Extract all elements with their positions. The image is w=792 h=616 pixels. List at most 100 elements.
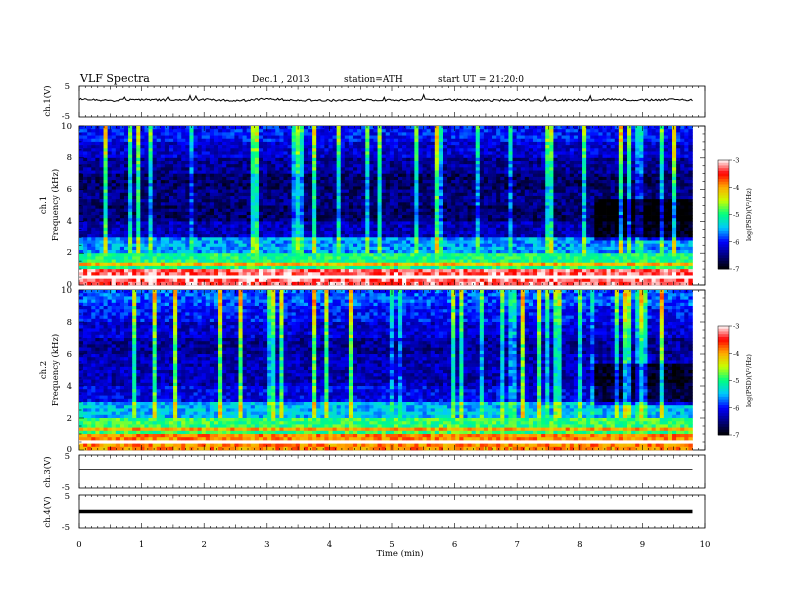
spectrogram-cell bbox=[389, 141, 395, 146]
spectrogram-cell bbox=[357, 192, 362, 197]
spectrogram-cell bbox=[385, 281, 391, 286]
spectrogram-cell bbox=[475, 211, 481, 216]
spectrogram-cell bbox=[369, 148, 374, 152]
spectrogram-cell bbox=[160, 269, 166, 273]
spectrogram-cell bbox=[189, 138, 194, 143]
spectrogram-cell bbox=[402, 180, 407, 184]
spectrogram-cell bbox=[479, 135, 485, 140]
spectrogram-cell bbox=[173, 126, 178, 130]
spectrogram-cell bbox=[438, 256, 444, 260]
spectrogram-cell bbox=[91, 211, 96, 216]
spectrogram-cell bbox=[160, 246, 166, 251]
spectrogram-cell bbox=[275, 218, 280, 222]
spectrogram-cell bbox=[455, 157, 460, 162]
spectrogram-cell bbox=[332, 186, 338, 190]
spectrogram-cell bbox=[324, 141, 329, 146]
spectrogram-cell bbox=[377, 275, 382, 279]
spectrogram-cell bbox=[258, 250, 264, 254]
spectrogram-cell bbox=[222, 250, 227, 254]
spectrogram-cell bbox=[385, 189, 391, 194]
spectrogram-cell bbox=[332, 138, 338, 143]
spectrogram-cell bbox=[434, 240, 440, 245]
spectrogram-cell bbox=[381, 160, 387, 165]
spectrogram-cell bbox=[242, 205, 248, 210]
spectrogram-cell bbox=[140, 192, 145, 197]
spectrogram-cell bbox=[369, 253, 374, 257]
spectrogram-cell bbox=[87, 234, 92, 238]
spectrogram-cell bbox=[475, 129, 481, 133]
spectrogram-cell bbox=[320, 262, 325, 267]
spectrogram-cell bbox=[123, 192, 129, 197]
spectrogram-cell bbox=[136, 138, 141, 143]
spectrogram-cell bbox=[414, 246, 419, 251]
spectrogram-cell bbox=[79, 192, 84, 197]
spectrogram-cell bbox=[479, 208, 485, 213]
spectrogram-cell bbox=[373, 199, 378, 203]
spectrogram-cell bbox=[483, 218, 489, 222]
spectrogram-cell bbox=[385, 154, 391, 159]
spectrogram-cell bbox=[377, 157, 382, 162]
spectrogram-cell bbox=[459, 265, 464, 270]
spectrogram-cell bbox=[230, 189, 235, 194]
spectrogram-cell bbox=[443, 205, 448, 210]
spectrogram-cell bbox=[91, 237, 96, 241]
spectrogram-cell bbox=[128, 154, 133, 159]
spectrogram-cell bbox=[291, 240, 297, 245]
spectrogram-cell bbox=[136, 281, 141, 286]
spectrogram-cell bbox=[308, 164, 313, 168]
spectrogram-cell bbox=[426, 154, 432, 159]
spectrogram-cell bbox=[271, 176, 276, 181]
spectrogram-cell bbox=[123, 278, 129, 283]
spectrogram-cell bbox=[189, 145, 194, 149]
spectrogram-cell bbox=[373, 256, 378, 260]
spectrogram-cell bbox=[312, 151, 317, 155]
spectrogram-cell bbox=[475, 218, 481, 222]
spectrogram-cell bbox=[430, 173, 436, 178]
spectrogram-cell bbox=[447, 221, 452, 225]
spectrogram-cell bbox=[79, 253, 84, 257]
spectrogram-cell bbox=[91, 167, 96, 171]
spectrogram-cell bbox=[295, 195, 301, 200]
spectrogram-cell bbox=[479, 195, 485, 200]
spectrogram-cell bbox=[451, 237, 456, 241]
spectrogram-cell bbox=[226, 164, 231, 168]
spectrogram-cell bbox=[222, 160, 227, 165]
spectrogram-cell bbox=[312, 272, 317, 276]
spectrogram-cell bbox=[389, 215, 395, 219]
spectrogram-cell bbox=[205, 199, 211, 203]
spectrogram-cell bbox=[254, 157, 260, 162]
spectrogram-cell bbox=[471, 221, 477, 225]
spectrogram-cell bbox=[295, 230, 301, 235]
spectrogram-cell bbox=[83, 195, 88, 200]
spectrogram-cell bbox=[267, 208, 272, 213]
spectrogram-cell bbox=[258, 281, 264, 286]
spectrogram-cell bbox=[209, 148, 215, 152]
spectrogram-cell bbox=[471, 154, 477, 159]
spectrogram-cell bbox=[201, 265, 207, 270]
spectrogram-cell bbox=[467, 240, 472, 245]
spectrogram-cell bbox=[111, 272, 117, 276]
spectrogram-cell bbox=[393, 135, 399, 140]
spectrogram-cell bbox=[275, 135, 280, 140]
spectrogram-cell bbox=[234, 227, 239, 232]
spectrogram-cell bbox=[336, 160, 342, 165]
spectrogram-cell bbox=[222, 170, 227, 175]
spectrogram-cell bbox=[136, 202, 141, 206]
spectrogram-cell bbox=[479, 256, 485, 260]
spectrogram-cell bbox=[385, 208, 391, 213]
spectrogram-cell bbox=[87, 154, 92, 159]
spectrogram-cell bbox=[402, 154, 407, 159]
spectrogram-cell bbox=[238, 278, 243, 283]
spectrogram-cell bbox=[185, 224, 190, 229]
spectrogram-cell bbox=[357, 167, 362, 171]
spectrogram-cell bbox=[226, 202, 231, 206]
spectrogram-cell bbox=[148, 135, 153, 140]
spectrogram-cell bbox=[389, 265, 395, 270]
spectrogram-cell bbox=[353, 237, 358, 241]
spectrogram-cell bbox=[218, 126, 223, 130]
spectrogram-cell bbox=[181, 272, 186, 276]
spectrogram-cell bbox=[353, 157, 358, 162]
spectrogram-cell bbox=[140, 243, 145, 248]
spectrogram-cell bbox=[177, 135, 182, 140]
spectrogram-cell bbox=[258, 246, 264, 251]
